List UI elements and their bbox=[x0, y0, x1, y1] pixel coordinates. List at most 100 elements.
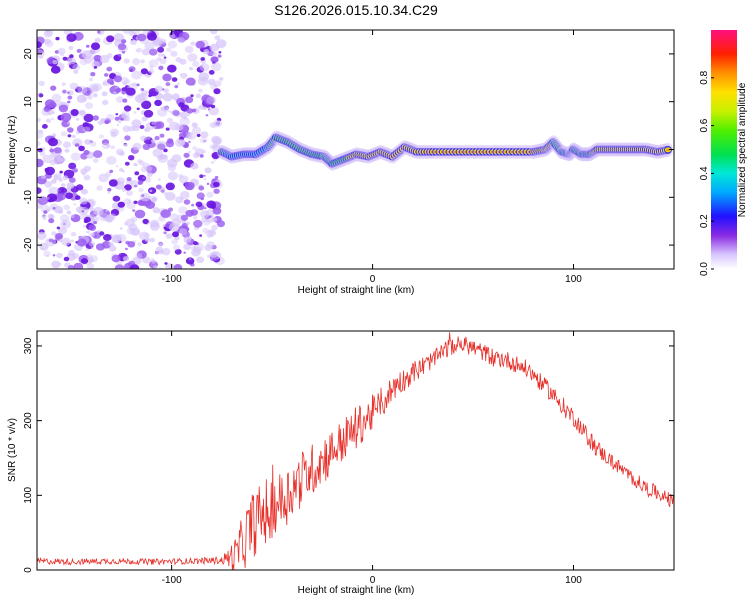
noise-speckle bbox=[165, 82, 171, 87]
spectrogram-x-axis: -100 0 100 bbox=[162, 30, 582, 285]
noise-speckle bbox=[118, 253, 122, 256]
noise-speckle bbox=[62, 89, 67, 94]
noise-speckle bbox=[214, 35, 221, 41]
noise-speckle bbox=[53, 147, 62, 154]
noise-speckle bbox=[171, 238, 179, 245]
noise-speckle bbox=[216, 220, 225, 228]
noise-speckle bbox=[195, 201, 203, 208]
noise-speckle bbox=[153, 265, 158, 269]
noise-speckle bbox=[183, 236, 192, 244]
snr-panel: -100 0 100 0 100 200 300 Height of straight l… bbox=[7, 330, 675, 596]
noise-speckle bbox=[112, 91, 117, 95]
noise-speckle bbox=[146, 136, 151, 140]
noise-speckle bbox=[70, 239, 75, 243]
noise-speckle bbox=[173, 264, 183, 269]
noise-speckle bbox=[49, 214, 55, 219]
noise-speckle bbox=[204, 167, 212, 174]
noise-speckle bbox=[86, 230, 90, 234]
noise-speckle bbox=[93, 206, 104, 216]
noise-speckle bbox=[154, 99, 163, 107]
noise-speckle bbox=[192, 126, 202, 135]
noise-speckle bbox=[144, 237, 151, 243]
noise-speckle bbox=[53, 175, 59, 181]
noise-speckle bbox=[72, 168, 78, 173]
colorbar-tick-label: 0.4 bbox=[699, 166, 710, 180]
noise-speckle bbox=[106, 156, 117, 165]
noise-speckle bbox=[211, 161, 215, 164]
noise-speckle bbox=[125, 218, 136, 228]
noise-speckle bbox=[69, 82, 79, 90]
noise-speckle bbox=[130, 39, 137, 45]
noise-speckle bbox=[37, 196, 49, 205]
colorbar-tick-label: 0.2 bbox=[699, 214, 710, 228]
noise-speckle bbox=[171, 154, 182, 163]
noise-speckle bbox=[157, 108, 168, 117]
noise-speckle bbox=[86, 263, 95, 269]
noise-speckle bbox=[46, 208, 51, 212]
noise-speckle bbox=[67, 127, 74, 133]
noise-speckle bbox=[208, 70, 215, 75]
noise-speckle bbox=[74, 143, 80, 147]
noise-speckle bbox=[138, 187, 144, 193]
noise-speckle bbox=[90, 246, 94, 250]
noise-speckle bbox=[104, 73, 109, 77]
noise-speckle bbox=[200, 57, 205, 61]
noise-speckle bbox=[190, 209, 199, 216]
noise-speckle bbox=[107, 187, 112, 192]
noise-speckle bbox=[37, 140, 41, 146]
noise-speckle bbox=[199, 174, 204, 178]
noise-speckle bbox=[60, 219, 71, 229]
noise-speckle bbox=[90, 42, 101, 50]
noise-speckle bbox=[52, 133, 56, 137]
spectrogram-y-axis: -20 -10 0 10 20 bbox=[23, 48, 674, 252]
noise-speckle bbox=[41, 215, 46, 219]
noise-speckle bbox=[63, 256, 70, 262]
noise-speckle bbox=[155, 250, 160, 255]
noise-speckle bbox=[171, 77, 178, 82]
noise-speckle bbox=[40, 232, 44, 235]
spectrogram-x-label: Height of straight line (km) bbox=[298, 285, 415, 296]
noise-speckle bbox=[214, 80, 222, 87]
noise-speckle bbox=[83, 174, 91, 181]
noise-speckle bbox=[167, 40, 178, 49]
noise-speckle bbox=[55, 233, 64, 240]
noise-speckle bbox=[122, 125, 131, 133]
noise-speckle bbox=[172, 231, 179, 238]
snr-frame bbox=[36, 330, 675, 571]
noise-speckle bbox=[75, 195, 81, 200]
noise-speckle bbox=[49, 159, 57, 166]
noise-speckle bbox=[82, 126, 91, 133]
noise-speckle bbox=[144, 127, 151, 133]
noise-speckle bbox=[139, 192, 150, 202]
noise-speckle bbox=[103, 234, 112, 241]
snr-xtick-label: 0 bbox=[370, 575, 376, 586]
noise-speckle bbox=[37, 117, 41, 123]
noise-speckle bbox=[145, 200, 156, 209]
noise-speckle bbox=[200, 210, 210, 219]
noise-speckle bbox=[79, 197, 88, 205]
noise-speckle bbox=[135, 49, 139, 52]
noise-speckle bbox=[51, 260, 61, 269]
noise-speckle bbox=[92, 83, 103, 92]
noise-speckle bbox=[213, 88, 221, 95]
noise-speckle bbox=[91, 60, 100, 68]
noise-speckle bbox=[156, 140, 167, 150]
noise-speckle bbox=[170, 34, 176, 39]
noise-speckle bbox=[57, 209, 64, 214]
noise-speckle bbox=[89, 141, 97, 147]
noise-speckle bbox=[167, 138, 174, 144]
noise-speckle bbox=[135, 253, 143, 259]
noise-speckle bbox=[165, 182, 175, 191]
noise-speckle bbox=[206, 182, 210, 185]
noise-speckle bbox=[123, 222, 128, 226]
noise-speckle bbox=[209, 83, 218, 90]
noise-speckle bbox=[200, 131, 209, 139]
noise-speckle bbox=[133, 162, 137, 166]
noise-speckle bbox=[131, 70, 142, 80]
noise-speckle bbox=[92, 158, 99, 163]
noise-speckle bbox=[80, 168, 88, 175]
noise-speckle bbox=[158, 65, 164, 71]
noise-speckle bbox=[75, 117, 80, 121]
noise-speckle bbox=[132, 58, 141, 66]
